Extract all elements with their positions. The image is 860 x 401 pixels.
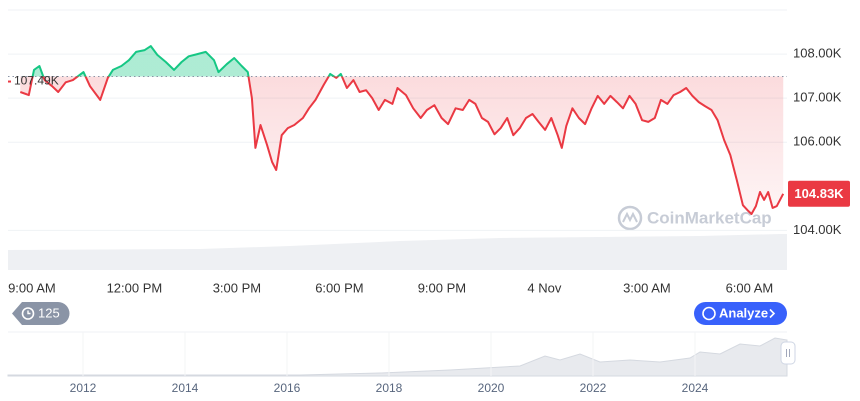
navigator-year: 2012 <box>70 381 97 395</box>
history-badge[interactable]: 125 <box>12 302 70 325</box>
navigator-year: 2024 <box>682 381 709 395</box>
x-tick-label: 4 Nov <box>527 280 561 295</box>
navigator-year: 2016 <box>274 381 301 395</box>
x-tick-label: 6:00 AM <box>726 280 774 295</box>
navigator-year: 2018 <box>376 381 403 395</box>
y-tick-label: 107.00K <box>793 90 842 105</box>
current-price-tag <box>788 180 850 207</box>
navigator-year: 2022 <box>580 381 607 395</box>
price-line <box>19 45 785 215</box>
analyze-button[interactable]: Analyze <box>694 302 787 325</box>
x-tick-label: 12:00 PM <box>107 280 163 295</box>
volume-area <box>8 234 787 270</box>
navigator <box>7 331 796 377</box>
y-tick-label: 104.00K <box>793 222 842 237</box>
current-price-label: 104.83K <box>794 186 844 201</box>
watermark: CoinMarketCap <box>617 205 772 231</box>
x-tick-label: 6:00 PM <box>315 280 363 295</box>
badge-text: 125 <box>38 305 60 320</box>
watermark-text: CoinMarketCap <box>647 208 772 227</box>
y-tick-label: 106.00K <box>793 134 842 149</box>
x-tick-label: 9:00 AM <box>8 280 56 295</box>
navigator-year: 2014 <box>172 381 199 395</box>
x-tick-label: 3:00 PM <box>213 280 261 295</box>
navigator-year: 2020 <box>478 381 505 395</box>
y-tick-label: 108.00K <box>793 46 842 61</box>
price-area <box>20 46 784 214</box>
x-tick-label: 3:00 AM <box>623 280 671 295</box>
x-tick-label: 9:00 PM <box>418 280 466 295</box>
baseline-label: 107.49K <box>14 74 59 88</box>
analyze-text: Analyze <box>719 305 768 320</box>
